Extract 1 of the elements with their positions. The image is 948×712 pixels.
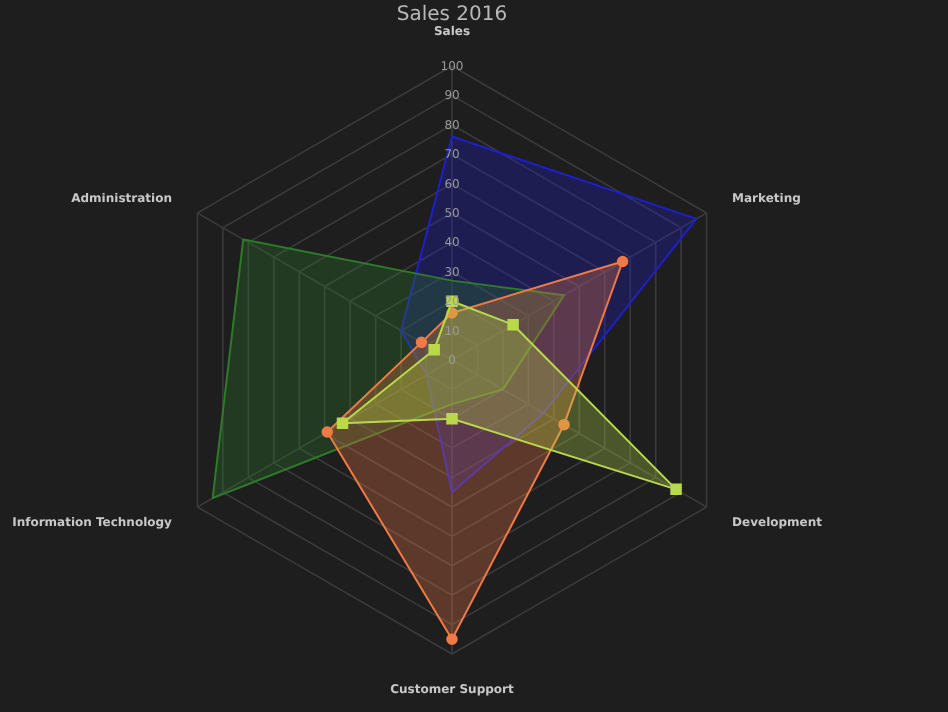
chart-title: Sales 2016 <box>396 4 508 26</box>
